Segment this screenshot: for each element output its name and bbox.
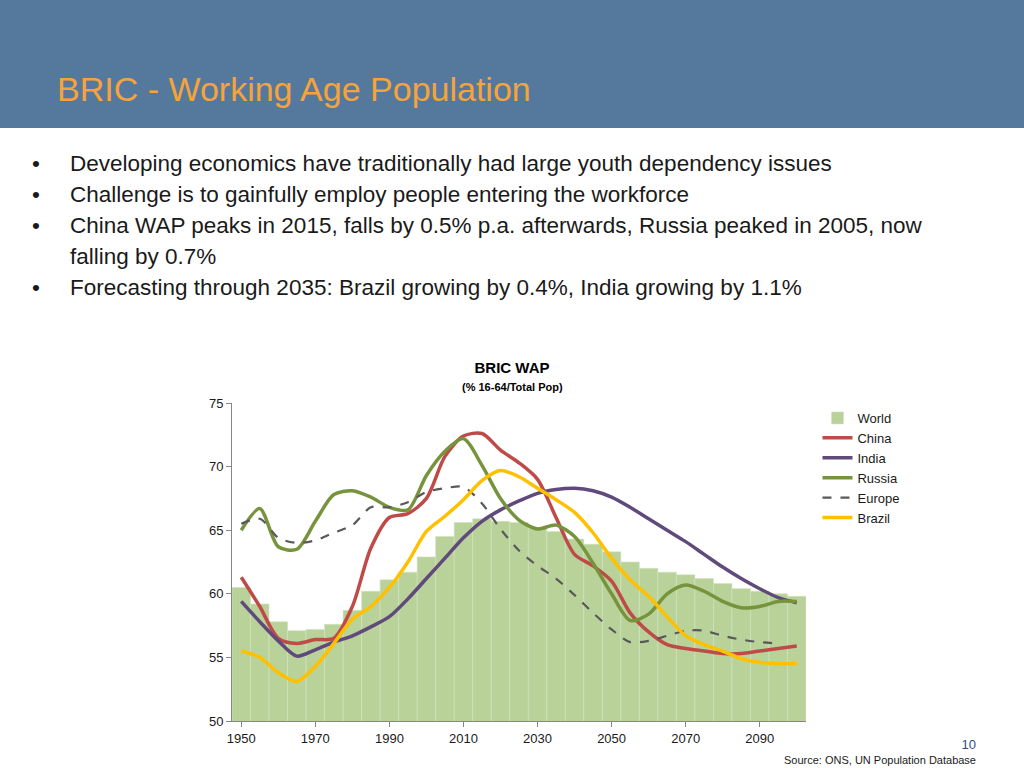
- svg-text:70: 70: [209, 459, 223, 474]
- html-text:Challenge is to gainfully empl: Challenge is to gainfully employ people …: [70, 182, 690, 207]
- svg-text:Brazil: Brazil: [857, 511, 890, 526]
- html-text:Source: ONS, UN Population Dat: Source: ONS, UN Population Database: [784, 754, 976, 766]
- svg-text:1990: 1990: [375, 731, 404, 746]
- svg-text:Europe: Europe: [857, 491, 899, 506]
- html-text:10: 10: [961, 737, 976, 752]
- html-text:Forecasting through 2035: Braz: Forecasting through 2035: Brazil growing…: [70, 275, 802, 300]
- svg-text:World: World: [857, 411, 891, 426]
- html-text:Developing economics have trad: Developing economics have traditionally …: [70, 151, 832, 176]
- svg-text:(% 16-64/Total Pop): (% 16-64/Total Pop): [462, 381, 563, 393]
- svg-text:2030: 2030: [523, 731, 552, 746]
- svg-text:Russia: Russia: [857, 471, 898, 486]
- svg-text:1950: 1950: [227, 731, 256, 746]
- svg-text:1970: 1970: [301, 731, 330, 746]
- svg-text:BRIC WAP: BRIC WAP: [475, 359, 550, 376]
- html-text:BRIC - Working Age Population: BRIC - Working Age Population: [57, 70, 531, 108]
- svg-text:2070: 2070: [671, 731, 700, 746]
- svg-text:55: 55: [209, 650, 223, 665]
- svg-text:60: 60: [209, 586, 223, 601]
- svg-text:2010: 2010: [449, 731, 478, 746]
- svg-text:65: 65: [209, 523, 223, 538]
- svg-text:China: China: [857, 431, 892, 446]
- svg-text:75: 75: [209, 396, 223, 411]
- svg-text:India: India: [857, 451, 886, 466]
- html-text:China WAP peaks in 2015, falls: China WAP peaks in 2015, falls by 0.5% p…: [70, 213, 922, 269]
- svg-text:2050: 2050: [597, 731, 626, 746]
- svg-text:50: 50: [209, 714, 223, 729]
- svg-text:2090: 2090: [745, 731, 774, 746]
